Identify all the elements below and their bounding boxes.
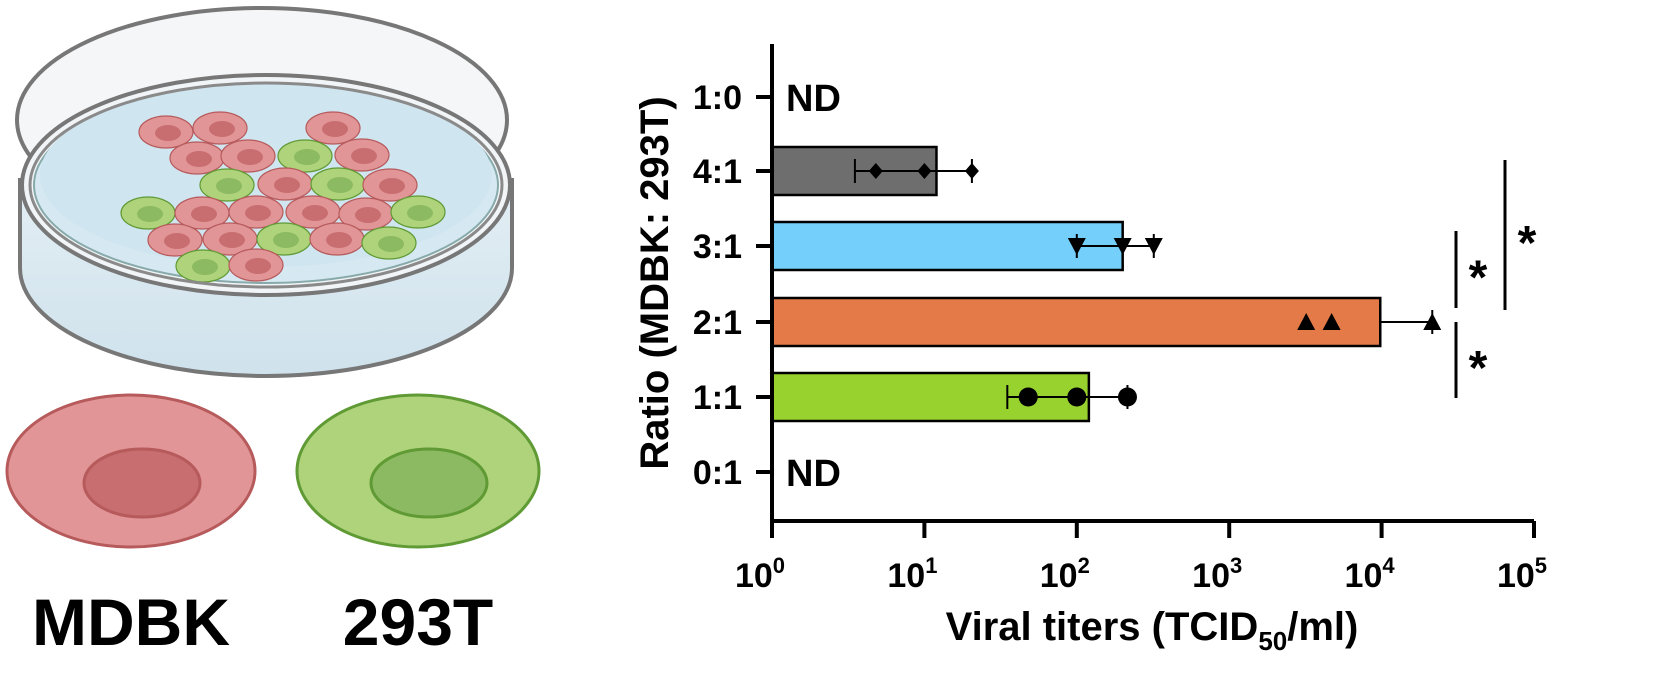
dish-cells	[120, 111, 446, 283]
cell-nucleus	[407, 205, 433, 221]
cell-nucleus	[378, 236, 404, 252]
x-ticks: 100 101 102 103 104 105	[735, 521, 1547, 595]
data-points	[868, 163, 1442, 407]
y-axis-title: Ratio (MDBK: 293T)	[633, 96, 677, 469]
data-point	[868, 163, 883, 179]
significance-star: *	[1518, 217, 1537, 270]
nd-labels: ND ND	[786, 78, 841, 495]
significance-star: *	[1469, 342, 1488, 395]
cell-nucleus	[274, 177, 300, 193]
mdbk-nucleus-icon	[82, 447, 202, 519]
cell-nucleus	[209, 121, 235, 137]
cell-nucleus	[273, 232, 299, 248]
cell-nucleus	[302, 205, 328, 221]
x-tick-label: 101	[887, 553, 937, 595]
nd-label: ND	[786, 453, 841, 495]
293t-label: 293T	[343, 585, 493, 659]
cell-nucleus	[155, 125, 181, 141]
significance-markers: * * *	[1454, 160, 1537, 398]
cell-nucleus	[245, 205, 271, 221]
x-axis-title: Viral titers (TCID50/ml)	[946, 605, 1359, 656]
cell-nucleus	[326, 232, 352, 248]
x-tick-label: 104	[1345, 553, 1396, 595]
viral-titer-chart: 1:0 4:1 3:1 2:1 1:1 0:1 100 101 102 103 104 105 ND…	[633, 44, 1547, 656]
data-point	[917, 163, 932, 179]
cell-nucleus	[219, 232, 245, 248]
293t-nucleus-icon	[369, 447, 489, 519]
data-point	[1144, 238, 1163, 255]
cell-nucleus	[294, 149, 320, 165]
cell-nucleus	[216, 178, 242, 194]
cell-nucleus	[191, 206, 217, 222]
cell-nucleus	[355, 207, 381, 223]
error-bars	[853, 159, 1434, 409]
data-point	[964, 163, 979, 179]
y-tick-label: 1:1	[693, 379, 742, 417]
data-point	[1423, 313, 1442, 330]
significance-star: *	[1469, 252, 1488, 305]
cell-nucleus	[327, 177, 353, 193]
x-tick-label: 105	[1497, 553, 1547, 595]
cell-nucleus	[351, 148, 377, 164]
cell-nucleus	[237, 149, 263, 165]
mdbk-label: MDBK	[32, 585, 230, 659]
y-tick-label: 4:1	[693, 153, 742, 191]
data-point	[1117, 387, 1137, 407]
data-point	[1018, 387, 1038, 407]
cell-nucleus	[137, 206, 163, 222]
bar-3-1	[770, 220, 1124, 272]
y-tick-label: 1:0	[693, 79, 742, 117]
nd-label: ND	[786, 78, 841, 120]
cell-nucleus	[192, 259, 218, 275]
y-ticks: 1:0 4:1 3:1 2:1 1:1 0:1	[693, 79, 772, 492]
cell-nucleus	[379, 178, 405, 194]
cell-nucleus	[245, 258, 271, 274]
y-tick-label: 3:1	[693, 228, 742, 266]
cell-nucleus	[186, 151, 212, 167]
x-tick-label: 102	[1040, 553, 1090, 595]
x-tick-label: 100	[735, 553, 785, 595]
data-point	[1067, 238, 1086, 255]
y-tick-label: 2:1	[693, 304, 742, 342]
293t-legend: 293T	[295, 393, 541, 659]
cell-nucleus	[322, 121, 348, 137]
data-point	[1067, 387, 1087, 407]
cell-nucleus	[164, 233, 190, 249]
bars	[770, 145, 1382, 423]
petri-dish-illustration	[15, 6, 514, 378]
x-tick-label: 103	[1192, 553, 1242, 595]
data-point	[1322, 313, 1341, 330]
data-point	[1113, 238, 1132, 255]
bar-2-1	[770, 296, 1382, 348]
data-point	[1297, 313, 1316, 330]
y-tick-label: 0:1	[693, 454, 742, 492]
mdbk-legend: MDBK	[5, 393, 257, 659]
